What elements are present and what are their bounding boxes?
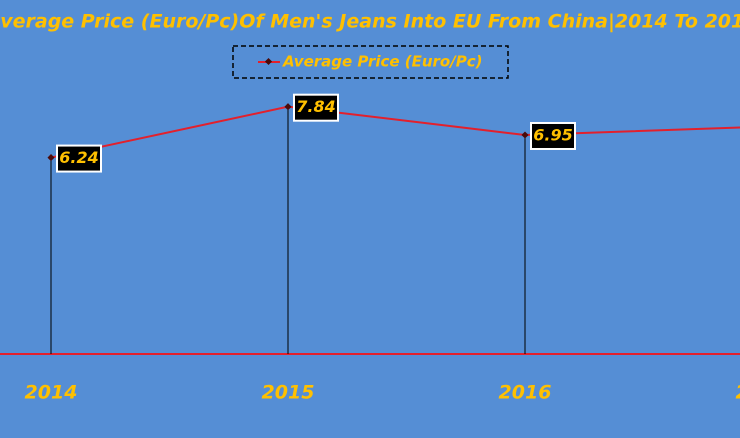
data-label-box (56, 144, 102, 173)
x-tick-label: 2016 (499, 382, 552, 404)
x-tick-label: 2014 (25, 382, 78, 404)
data-label-text: 6.24 (59, 148, 98, 167)
point-marker (47, 154, 55, 162)
point-marker (284, 103, 292, 111)
legend: Average Price (Euro/Pc) (232, 45, 509, 79)
data-label: 6.95 (530, 121, 576, 150)
data-label-text: 7.84 (296, 97, 335, 116)
legend-box (232, 45, 509, 79)
x-tick-label: 2017 (736, 382, 740, 404)
data-label-box (293, 93, 339, 122)
point-marker (521, 131, 529, 139)
data-label: 6.24 (56, 144, 102, 173)
legend-marker (264, 57, 273, 66)
legend-label: Average Price (Euro/Pc) (282, 53, 482, 71)
data-label-box (530, 121, 576, 150)
x-tick-label: 2015 (262, 382, 315, 404)
data-label: 7.84 (293, 93, 339, 122)
chart-title: Average Price (Euro/Pc)Of Men's Jeans In… (0, 11, 740, 33)
data-label-text: 6.95 (533, 125, 572, 144)
series-line (50, 105, 740, 159)
